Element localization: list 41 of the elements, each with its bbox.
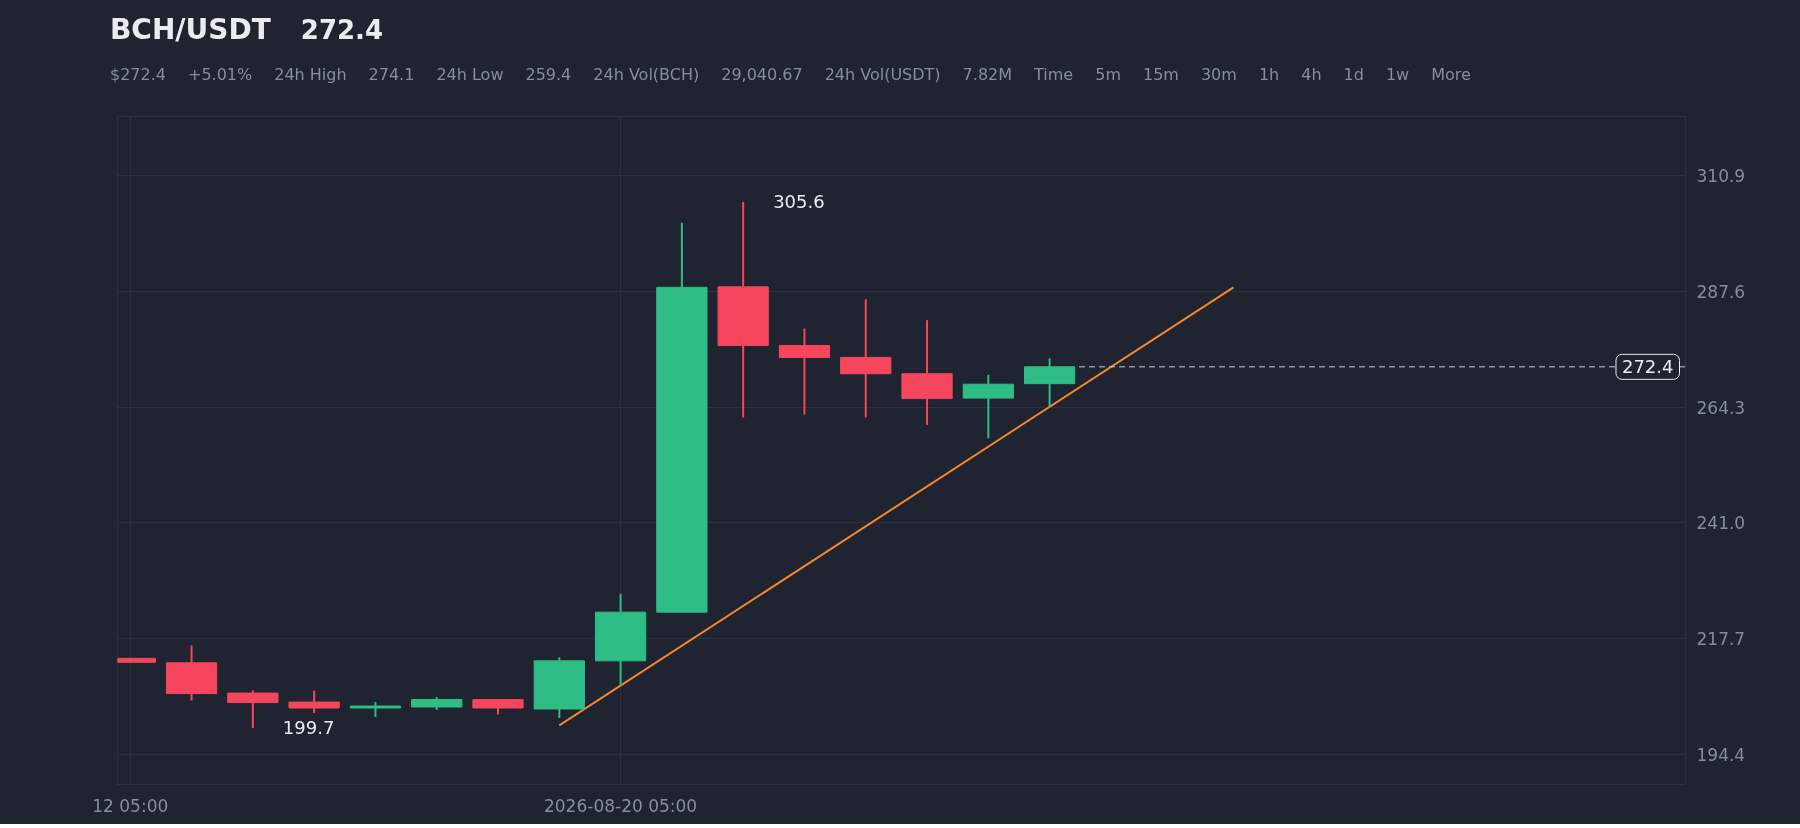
candlestick [840, 298, 892, 419]
text: 5m [1095, 64, 1121, 86]
text: 24h Vol(USDT) [824, 64, 941, 86]
text: 24h High [274, 64, 347, 86]
candlestick [717, 200, 769, 419]
text: 1d [1343, 64, 1364, 86]
text: 24h Low [436, 64, 504, 86]
candlestick [901, 319, 953, 426]
candlestick [594, 592, 647, 687]
y-tick-label: 194.4 [1696, 744, 1746, 765]
text: 30m [1200, 64, 1237, 86]
text: More [1431, 64, 1471, 86]
chart-subtitle: 272.4 [300, 15, 384, 45]
text: $272.4 [110, 64, 166, 86]
text: 1w [1385, 64, 1410, 86]
candlestick [1023, 357, 1076, 408]
text: 1h [1258, 64, 1280, 86]
text: 7.82M [962, 64, 1013, 86]
y-tick-label: 287.6 [1696, 281, 1746, 302]
text: Time [1034, 64, 1074, 86]
candlestick [962, 373, 1014, 440]
x-tick-label: 12 05:00 [92, 795, 169, 816]
text: 4h [1301, 64, 1322, 86]
y-tick-label: 217.7 [1696, 628, 1746, 649]
text: 24h Vol(BCH) [593, 64, 700, 86]
text: 259.4 [525, 64, 572, 86]
annotation: 199.7 [282, 717, 335, 739]
y-tick-label: 310.9 [1696, 166, 1746, 187]
text: 274.1 [368, 64, 415, 86]
text: 29,040.67 [721, 64, 803, 86]
annotation: 305.6 [773, 191, 825, 213]
text: +5.01% [187, 64, 253, 86]
candlestick [778, 327, 831, 416]
candlestick [165, 644, 218, 702]
x-tick-label: 2026-08-20 05:00 [543, 795, 698, 816]
ref-line-label: 272.4 [1621, 356, 1674, 378]
text: 15m [1142, 64, 1179, 86]
y-tick-label: 264.3 [1696, 397, 1746, 418]
chart-title: BCH/USDT [110, 13, 271, 46]
y-tick-label: 241.0 [1696, 513, 1746, 534]
candlestick [656, 221, 708, 613]
